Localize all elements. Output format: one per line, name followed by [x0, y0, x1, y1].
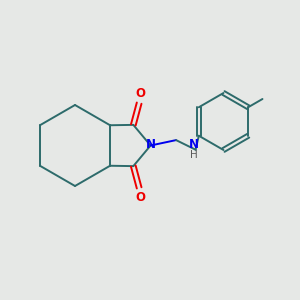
Text: H: H	[190, 150, 198, 160]
Text: O: O	[136, 87, 146, 100]
Text: N: N	[146, 138, 156, 152]
Text: N: N	[189, 138, 199, 151]
Text: O: O	[136, 191, 146, 204]
